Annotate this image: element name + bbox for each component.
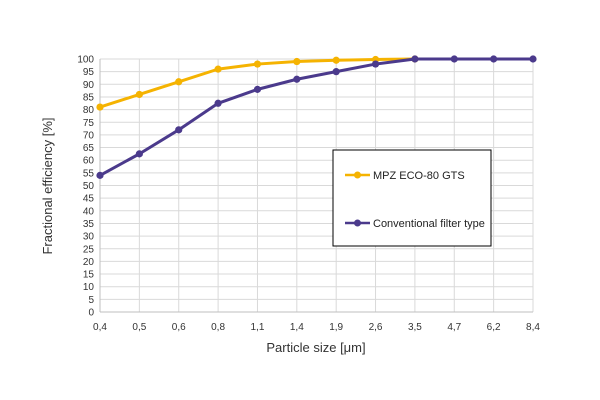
x-tick-label: 1,4 xyxy=(290,322,304,333)
x-tick-label: 0,6 xyxy=(172,322,186,333)
legend: MPZ ECO-80 GTS Conventional filter type xyxy=(332,149,492,247)
data-point-mpz xyxy=(332,56,340,64)
data-point-conventional xyxy=(96,171,104,179)
legend-swatch-marker-mpz xyxy=(354,171,361,179)
legend-swatch-marker-conventional xyxy=(354,219,361,227)
y-tick-label: 85 xyxy=(83,92,95,103)
y-tick-label: 100 xyxy=(77,55,94,66)
x-tick-label: 0,8 xyxy=(211,322,225,333)
y-tick-label: 30 xyxy=(83,232,95,243)
data-point-mpz xyxy=(293,57,301,66)
data-point-conventional xyxy=(253,85,262,93)
data-point-mpz xyxy=(175,78,183,86)
y-tick-label: 15 xyxy=(83,270,95,281)
x-tick-label: 1,1 xyxy=(251,322,265,333)
x-tick-labels: 0,4 0,5 0,6 0,8 1,1 1,4 1,9 2,6 3,5 4,7 6,2 8,4 xyxy=(93,322,540,333)
data-point-mpz xyxy=(96,103,104,111)
y-axis-label: Fractional efficiency [%] xyxy=(40,117,55,254)
data-point-conventional xyxy=(332,68,340,76)
data-point-conventional xyxy=(371,60,380,68)
y-tick-label: 10 xyxy=(83,282,95,293)
y-tick-label: 25 xyxy=(83,244,95,255)
y-tick-label: 20 xyxy=(83,257,95,268)
x-tick-label: 0,4 xyxy=(93,322,107,333)
x-tick-label: 6,2 xyxy=(487,322,501,333)
y-tick-label: 90 xyxy=(83,80,95,91)
x-tick-label: 2,6 xyxy=(369,322,383,333)
x-tick-label: 4,7 xyxy=(447,322,461,333)
y-tick-label: 5 xyxy=(88,295,94,306)
y-tick-label: 45 xyxy=(83,194,95,205)
x-axis-label: Particle size [μm] xyxy=(266,340,365,355)
data-point-conventional xyxy=(490,55,498,63)
y-tick-label: 95 xyxy=(83,67,95,78)
data-point-conventional xyxy=(135,150,143,158)
data-point-conventional xyxy=(450,55,458,63)
grid-lines xyxy=(99,58,534,313)
legend-box xyxy=(332,149,492,247)
data-point-mpz xyxy=(135,90,143,99)
x-tick-label: 8,4 xyxy=(526,322,540,333)
legend-label-mpz: MPZ ECO-80 GTS xyxy=(373,170,465,182)
data-point-mpz xyxy=(253,60,262,68)
y-tick-label: 70 xyxy=(83,130,95,141)
y-tick-label: 40 xyxy=(83,206,95,217)
series-lines xyxy=(96,55,537,179)
y-tick-label: 75 xyxy=(83,118,95,129)
x-tick-label: 0,5 xyxy=(132,322,146,333)
x-tick-label: 1,9 xyxy=(329,322,343,333)
y-tick-label: 65 xyxy=(83,143,95,154)
series-line-conventional xyxy=(99,57,533,177)
data-point-conventional xyxy=(529,55,537,63)
data-point-conventional xyxy=(175,126,183,134)
y-tick-label: 55 xyxy=(83,168,95,179)
y-tick-label: 50 xyxy=(83,181,95,192)
y-tick-label: 0 xyxy=(88,308,94,319)
data-point-conventional xyxy=(293,75,301,83)
data-point-conventional xyxy=(214,99,222,107)
data-point-conventional xyxy=(411,55,419,63)
axes xyxy=(99,59,533,313)
y-tick-label: 80 xyxy=(83,105,95,116)
y-tick-label: 60 xyxy=(83,156,95,167)
x-tick-label: 3,5 xyxy=(408,322,422,333)
legend-label-conventional: Conventional filter type xyxy=(373,218,485,230)
data-point-mpz xyxy=(214,65,222,73)
y-tick-label: 35 xyxy=(83,219,95,230)
